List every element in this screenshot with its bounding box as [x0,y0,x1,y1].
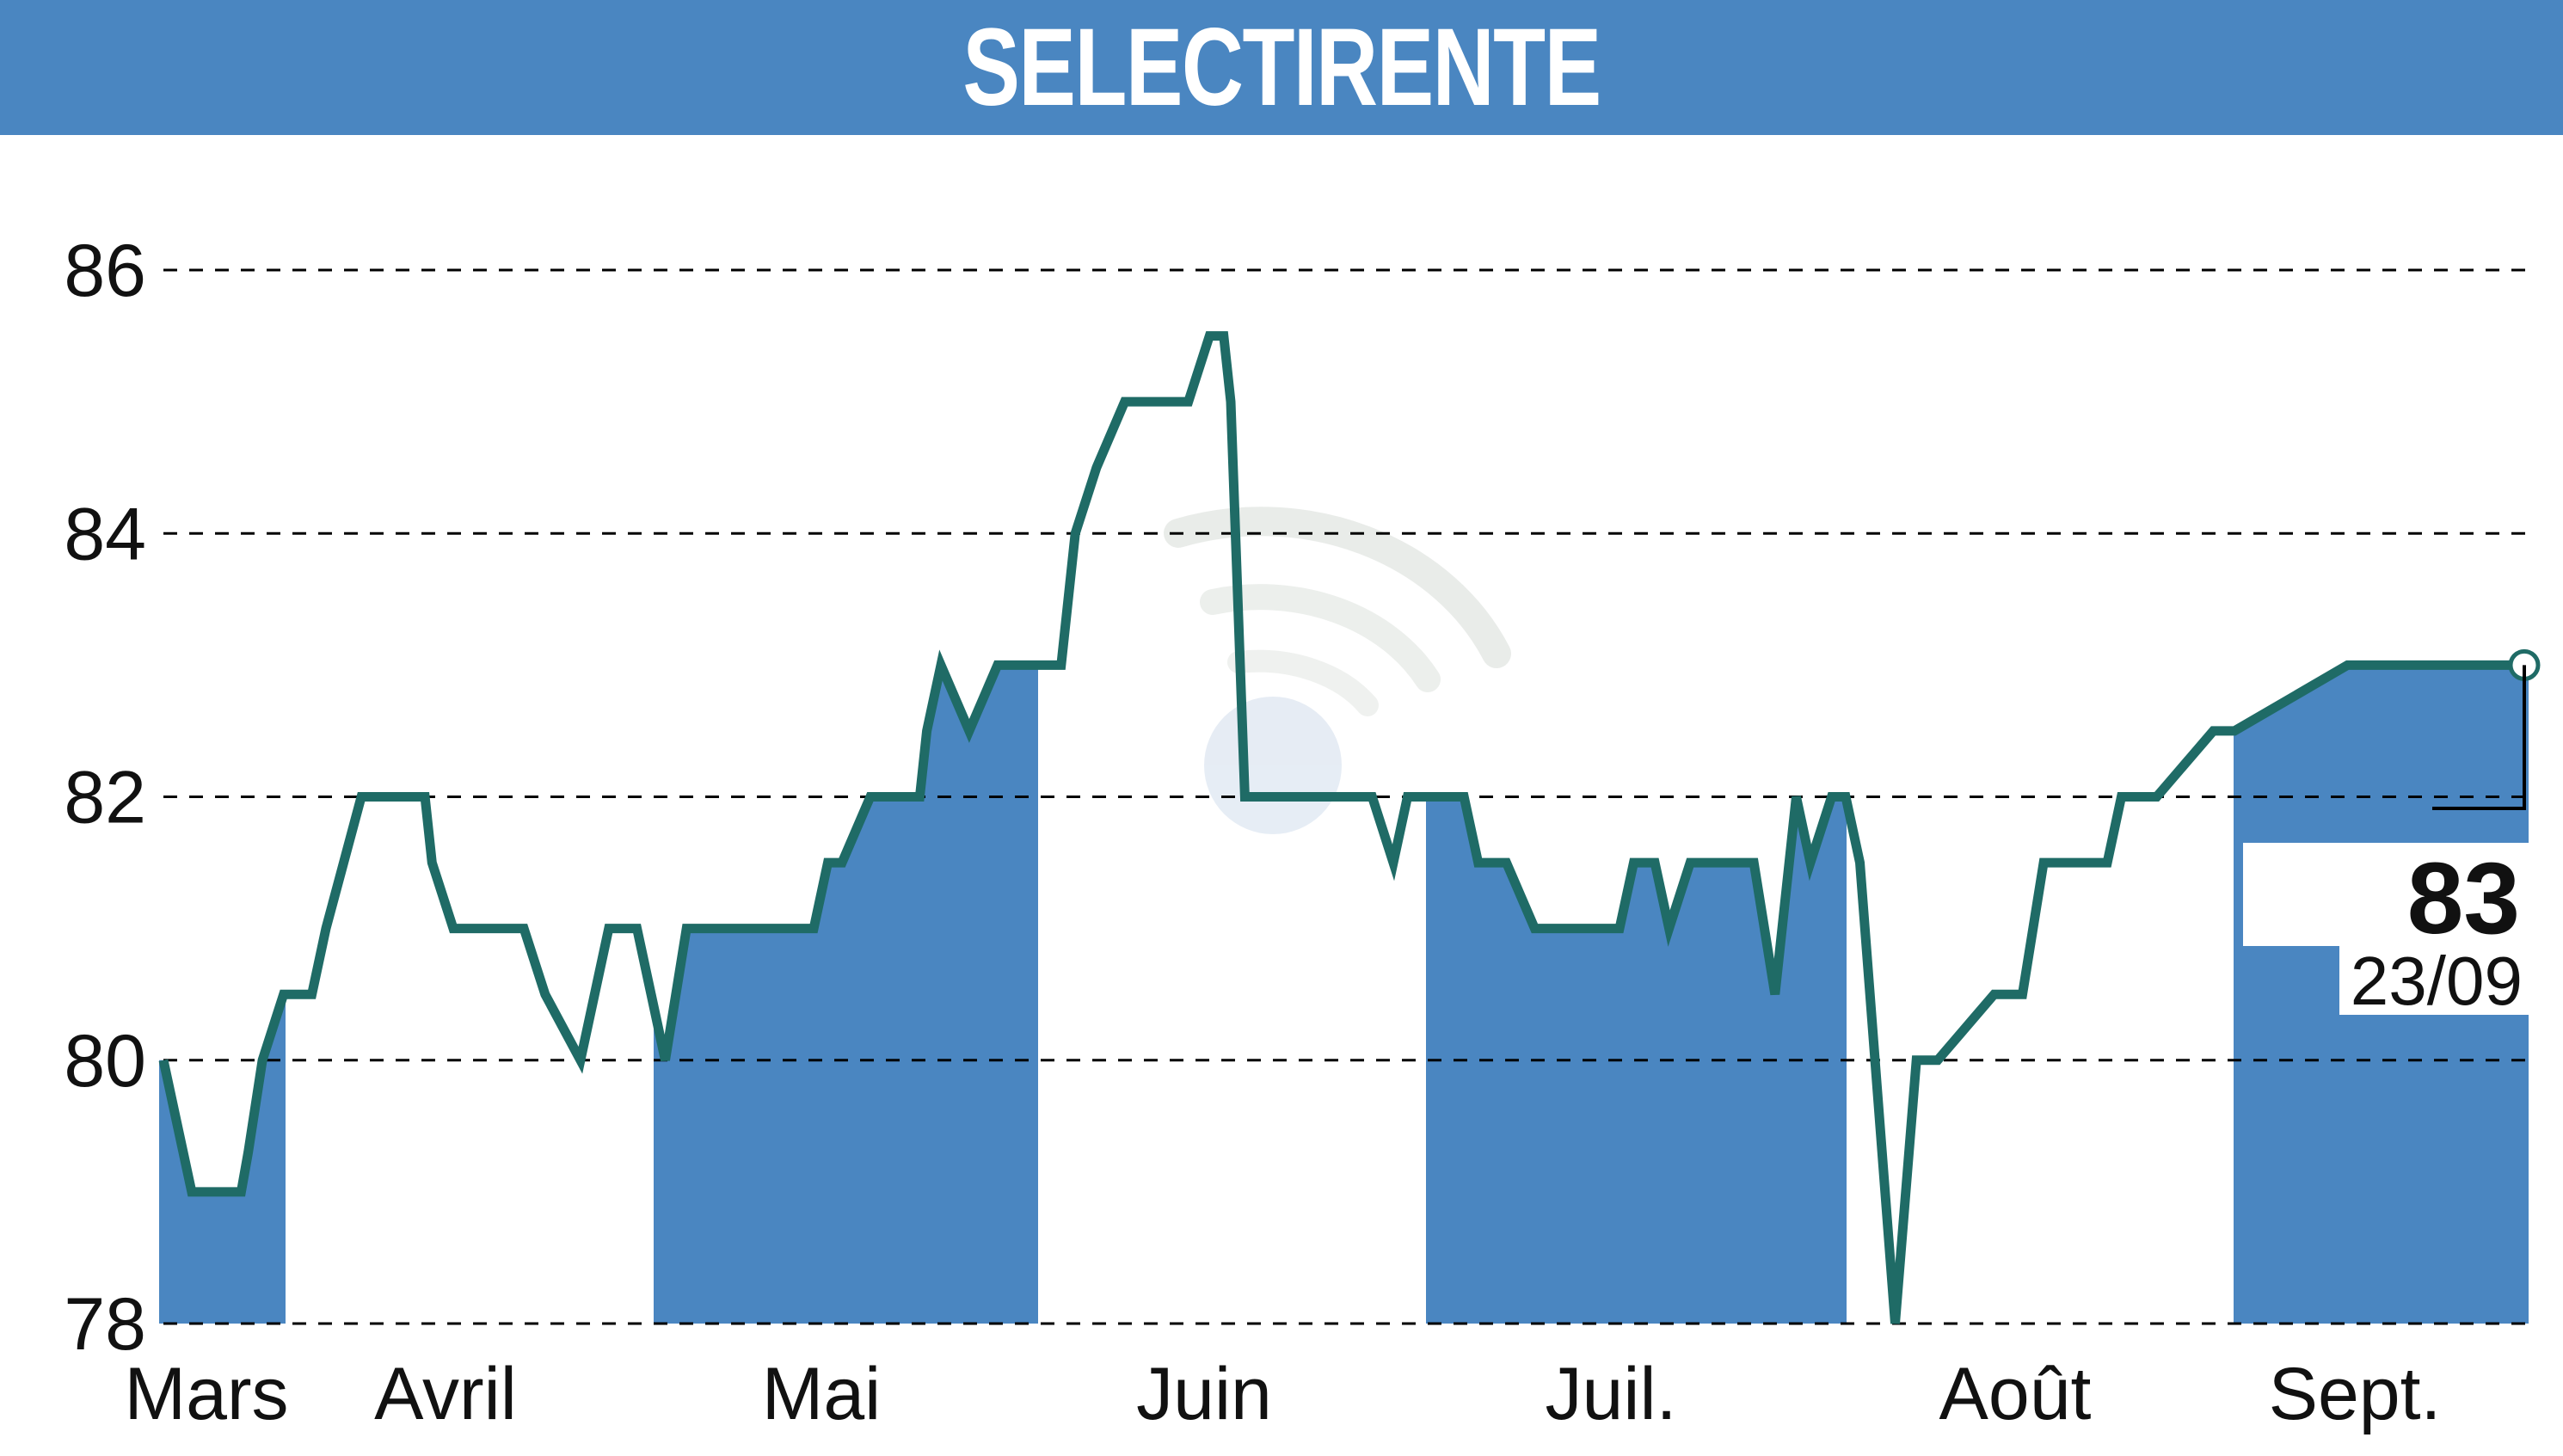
x-axis: Mars Avril Mai Juin Juil. Août Sept. [124,1353,2441,1435]
y-axis: 78 80 82 84 86 [64,230,146,1366]
last-date-label: 23/09 [2351,943,2523,1019]
y-tick-label: 82 [64,757,146,839]
month-bands [159,665,2529,1324]
month-label: Mars [124,1353,288,1435]
month-label: Juil. [1546,1353,1677,1435]
month-label: Juin [1136,1353,1272,1435]
y-tick-label: 86 [64,230,146,312]
price-line [158,331,2524,1324]
month-label: Août [1939,1353,2092,1435]
y-tick-label: 80 [64,1020,146,1103]
month-band [159,994,286,1324]
callout-leader [2432,665,2526,810]
month-label: Sept. [2269,1353,2442,1435]
chart-title: SELECTIRENTE [962,6,1601,129]
title-bar [0,0,2563,135]
callout-box [2243,843,2531,946]
month-band [654,665,1038,1324]
y-tick-label: 84 [64,493,146,575]
month-label: Avril [374,1353,517,1435]
y-tick-label: 78 [64,1283,146,1366]
price-series [158,331,2541,1324]
last-value-label: 83 [2407,842,2520,955]
callout-box [2339,946,2531,1015]
watermark-icon [1164,507,1511,834]
month-label: Mai [762,1353,882,1435]
